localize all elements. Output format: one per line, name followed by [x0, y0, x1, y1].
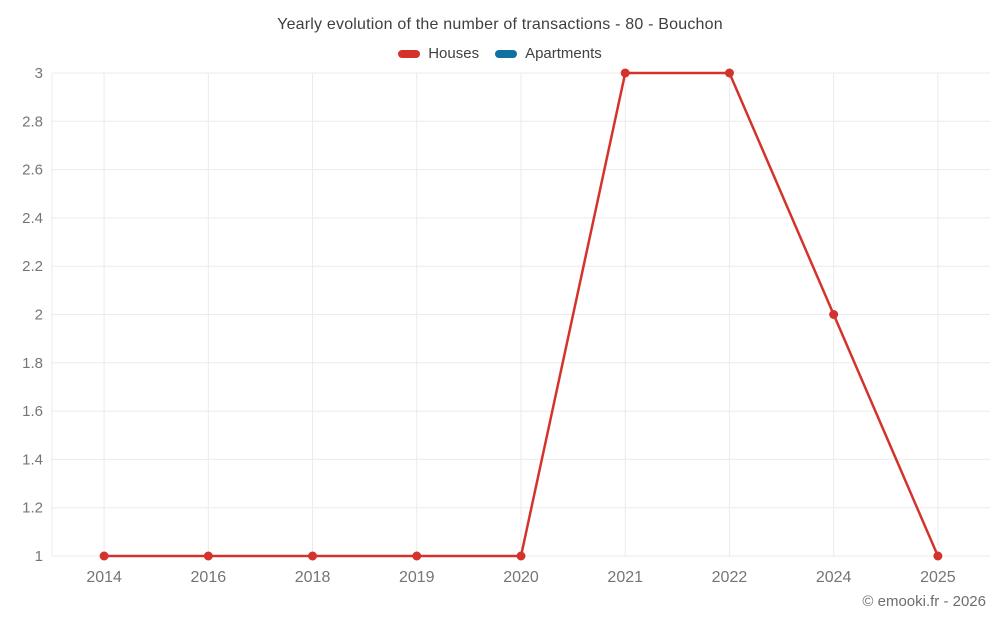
legend-item-houses[interactable]: Houses — [398, 45, 479, 62]
y-tick-label: 2.4 — [22, 210, 43, 227]
y-tick-label: 2 — [35, 307, 43, 324]
chart-title: Yearly evolution of the number of transa… — [277, 16, 723, 33]
chart-legend: Houses Apartments — [0, 45, 1000, 62]
legend-label-apartments: Apartments — [525, 45, 602, 62]
houses-series-swatch-icon — [398, 49, 421, 58]
legend-label-houses: Houses — [428, 45, 480, 62]
y-tick-label: 3 — [35, 65, 43, 82]
x-tick-label: 2025 — [920, 569, 956, 586]
legend-item-apartments[interactable]: Apartments — [495, 45, 602, 62]
houses-data-point-marker — [412, 551, 422, 561]
y-tick-label: 2.6 — [22, 162, 43, 179]
watermark: © emooki.fr - 2026 — [862, 593, 986, 610]
x-tick-label: 2018 — [295, 569, 331, 586]
x-tick-label: 2019 — [399, 569, 435, 586]
x-tick-label: 2014 — [86, 569, 122, 586]
y-tick-label: 1.6 — [22, 403, 43, 420]
houses-data-point-marker — [829, 310, 839, 319]
houses-data-point-marker — [308, 551, 318, 561]
y-tick-label: 2.2 — [22, 258, 43, 275]
houses-data-point-marker — [203, 551, 213, 561]
x-tick-label: 2022 — [712, 569, 748, 586]
y-tick-label: 1.8 — [22, 355, 43, 372]
y-tick-label: 1.4 — [22, 451, 43, 468]
y-tick-label: 2.8 — [22, 113, 43, 130]
houses-data-point-marker — [99, 551, 109, 561]
x-tick-label: 2016 — [191, 569, 227, 586]
houses-data-point-marker — [516, 551, 526, 561]
y-tick-label: 1 — [35, 548, 43, 565]
x-tick-label: 2021 — [607, 569, 643, 586]
y-tick-label: 1.2 — [22, 500, 43, 517]
houses-data-point-marker — [933, 551, 943, 561]
apartments-series-swatch-icon — [495, 49, 518, 58]
x-tick-label: 2024 — [816, 569, 852, 586]
x-tick-label: 2020 — [503, 569, 539, 586]
houses-data-point-marker — [724, 68, 734, 78]
houses-data-point-marker — [620, 68, 630, 78]
